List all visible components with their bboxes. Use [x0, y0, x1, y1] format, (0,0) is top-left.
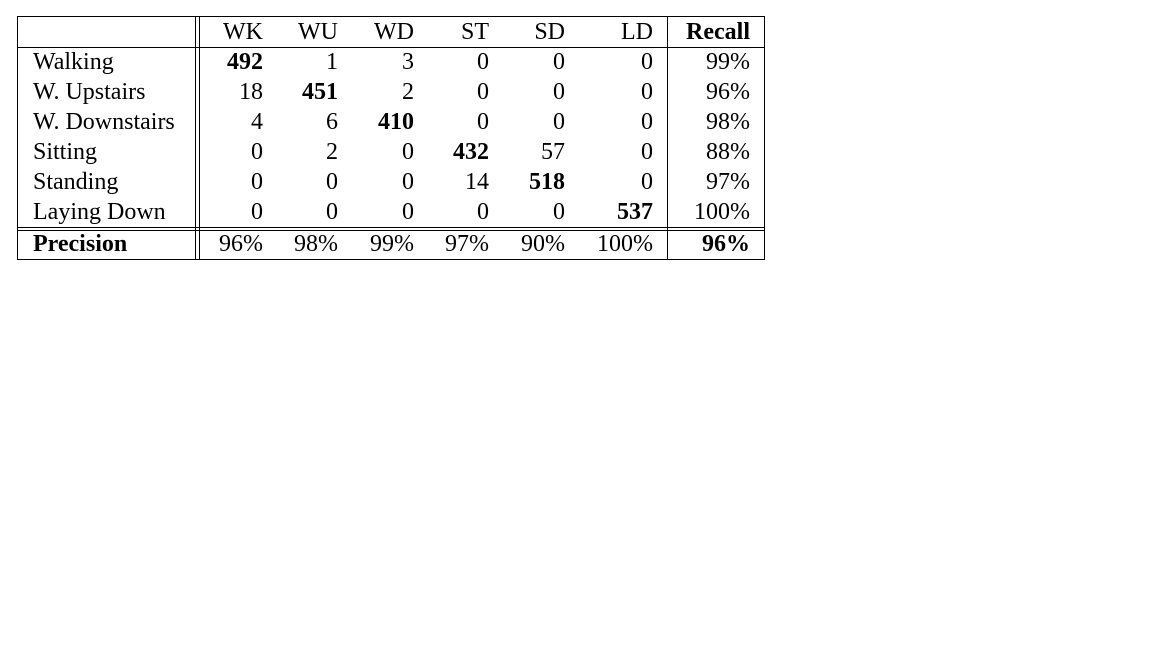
table-cell: 2	[326, 139, 338, 165]
table-cell: 4	[251, 109, 263, 135]
row-label: Sitting	[33, 139, 98, 165]
table-cell: 0	[477, 109, 489, 135]
recall-cell: 100%	[694, 199, 750, 225]
table-cell: 0	[641, 79, 653, 105]
table-cell: 0	[326, 199, 338, 225]
table-cell: 0	[251, 139, 263, 165]
col-header-wd: WD	[374, 19, 414, 45]
row-label: W. Upstairs	[33, 79, 146, 105]
table-cell: 0	[477, 79, 489, 105]
precision-cell: 100%	[597, 231, 653, 257]
row-label: Laying Down	[33, 199, 166, 225]
table-cell: 0	[251, 169, 263, 195]
table-cell: 410	[378, 109, 414, 135]
label-divider-right	[199, 17, 200, 259]
table-cell: 57	[541, 139, 565, 165]
table-cell: 0	[553, 79, 565, 105]
table-cell: 0	[641, 169, 653, 195]
row-label: W. Downstairs	[33, 109, 175, 135]
col-header-sd: SD	[534, 19, 565, 45]
table-cell: 0	[553, 49, 565, 75]
precision-cell: 90%	[521, 231, 565, 257]
table-cell: 518	[529, 169, 565, 195]
recall-cell: 99%	[706, 49, 750, 75]
table-cell: 432	[453, 139, 489, 165]
recall-divider	[667, 17, 668, 259]
row-label: Standing	[33, 169, 119, 195]
confusion-matrix-table: WK WU WD ST SD LD Recall Walking 492 1 3…	[17, 16, 765, 260]
table-cell: 0	[402, 139, 414, 165]
precision-cell: 99%	[370, 231, 414, 257]
table-cell: 2	[402, 79, 414, 105]
col-header-wu: WU	[298, 19, 338, 45]
precision-cell: 97%	[445, 231, 489, 257]
recall-cell: 88%	[706, 139, 750, 165]
table-cell: 0	[402, 169, 414, 195]
table-cell: 451	[302, 79, 338, 105]
table-cell: 3	[402, 49, 414, 75]
table-cell: 0	[641, 139, 653, 165]
col-header-st: ST	[460, 19, 489, 45]
col-header-wk: WK	[223, 19, 263, 45]
row-label: Walking	[33, 49, 114, 75]
table-cell: 537	[617, 199, 653, 225]
header-divider	[18, 47, 764, 48]
table-cell: 0	[251, 199, 263, 225]
precision-cell: 96%	[219, 231, 263, 257]
col-header-ld: LD	[621, 19, 653, 45]
table-cell: 0	[326, 169, 338, 195]
table-cell: 18	[239, 79, 263, 105]
table-cell: 492	[227, 49, 263, 75]
table-cell: 0	[641, 109, 653, 135]
recall-cell: 98%	[706, 109, 750, 135]
recall-cell: 97%	[706, 169, 750, 195]
precision-divider-top	[18, 227, 764, 228]
precision-divider-bottom	[18, 230, 764, 231]
overall-accuracy-cell: 96%	[702, 231, 750, 257]
col-header-recall: Recall	[686, 19, 750, 45]
table-cell: 0	[553, 199, 565, 225]
table-cell: 6	[326, 109, 338, 135]
table-cell: 0	[641, 49, 653, 75]
precision-label: Precision	[33, 231, 128, 257]
table-cell: 0	[402, 199, 414, 225]
table-cell: 1	[326, 49, 338, 75]
table-cell: 0	[477, 199, 489, 225]
recall-cell: 96%	[706, 79, 750, 105]
precision-cell: 98%	[294, 231, 338, 257]
label-divider-left	[195, 17, 196, 259]
table-cell: 14	[465, 169, 489, 195]
table-cell: 0	[553, 109, 565, 135]
table-cell: 0	[477, 49, 489, 75]
